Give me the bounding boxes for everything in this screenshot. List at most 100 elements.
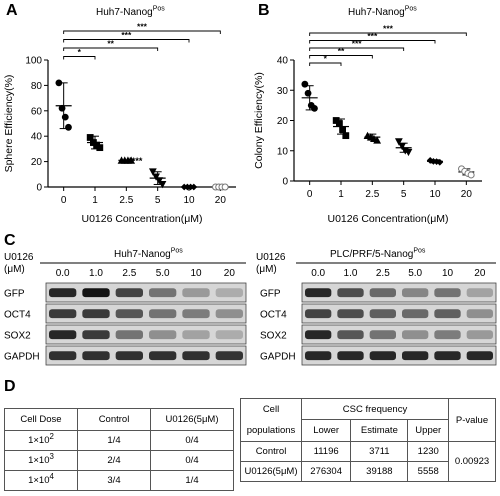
wb-left-band <box>215 351 243 361</box>
wb-right-band <box>402 330 429 340</box>
x-tick-label: 10 <box>183 195 195 206</box>
wb-right-conc-label: 10 <box>442 268 454 279</box>
wb-left-band <box>182 288 210 298</box>
data-point <box>394 138 403 146</box>
wb-right-band <box>337 288 364 298</box>
table-header-upper: Upper <box>407 419 449 442</box>
panel-letter-b: B <box>258 2 270 19</box>
wb-left-band <box>182 351 210 361</box>
csc-frequency-table: Cell populations CSC frequency P-value Lo… <box>240 398 496 482</box>
wb-right-protein-label: GFP <box>260 288 281 299</box>
x-tick-label: 0 <box>61 195 67 206</box>
y-tick-label: 40 <box>277 56 289 67</box>
table-header-control: Control <box>77 408 151 431</box>
table-cell-control: 3/4 <box>77 470 151 491</box>
wb-left-band <box>149 330 177 340</box>
data-point <box>65 123 72 131</box>
y-tick-label: 30 <box>277 86 289 97</box>
data-point <box>301 80 309 88</box>
wb-right-band <box>434 288 461 298</box>
wb-left-band <box>215 288 243 298</box>
data-point <box>86 134 94 141</box>
wb-right-blot-row <box>301 324 497 345</box>
table-header-estimate: Estimate <box>350 419 409 442</box>
wb-left-conc-label: 1.0 <box>89 268 103 279</box>
table-header-cell-populations: Cell populations <box>240 398 302 442</box>
wb-right-protein-label: SOX2 <box>260 330 287 341</box>
wb-right-protein-label: OCT4 <box>260 309 287 320</box>
table-cell-dose: 1×103 <box>4 450 78 471</box>
x-tick-label: 1 <box>338 189 344 200</box>
wb-left-blot-row <box>45 303 247 324</box>
wb-right-protein-label: GAPDH <box>260 351 296 362</box>
data-point <box>339 126 346 133</box>
table-cell-upper: 1230 <box>407 441 449 462</box>
wb-right-band <box>466 288 493 298</box>
wb-right-band <box>466 351 493 361</box>
y-tick-label: 40 <box>31 132 43 143</box>
wb-left-band <box>82 288 110 298</box>
table-header-p-value: P-value <box>448 398 496 442</box>
data-point <box>398 142 406 151</box>
wb-right-band <box>305 351 332 361</box>
significance-bracket <box>309 62 342 66</box>
x-axis-label: U0126 Concentration(μM) <box>327 213 448 225</box>
data-point <box>304 89 312 97</box>
wb-left-protein-label: GAPDH <box>4 351 40 362</box>
significance-label: *** <box>367 31 378 41</box>
wb-left-protein-label: GFP <box>4 288 25 299</box>
significance-bracket <box>309 32 467 36</box>
data-point <box>58 104 66 112</box>
wb-left-band <box>82 309 110 319</box>
y-tick-label: 10 <box>277 146 289 157</box>
wb-right-blot-row <box>301 282 497 303</box>
significance-label: *** <box>121 30 132 40</box>
wb-left-band <box>115 309 143 319</box>
x-tick-label: 2.5 <box>119 195 133 206</box>
wb-left-blot-row <box>45 324 247 345</box>
wb-right-conc-label: 20 <box>474 268 486 279</box>
table-cell-lower: 11196 <box>300 441 352 462</box>
table-cell-estimate: 3711 <box>350 441 409 462</box>
x-tick-label: 20 <box>215 195 227 206</box>
wb-left-protein-label: SOX2 <box>4 330 31 341</box>
chart-a-title: Huh7-NanogPos <box>96 5 165 18</box>
chart-a-sphere-efficiency: 0 20 40 60 80 100 0 1 2.5 5 10 20 U0126 Concentratio… <box>3 22 236 225</box>
x-axis-label: U0126 Concentration(μM) <box>81 213 202 225</box>
wb-left-u-label: U0126 (μM) <box>4 252 34 275</box>
wb-right-conc-label: 0.0 <box>311 268 325 279</box>
wb-right-band <box>369 309 396 319</box>
data-point <box>190 183 198 191</box>
table-header-csc-frequency: CSC frequency <box>301 398 449 420</box>
wb-left-band <box>149 309 177 319</box>
table-cell-dose: 1×104 <box>4 470 78 491</box>
chart-b-title: Huh7-NanogPos <box>348 5 417 18</box>
table-row: 1×102 1/4 0/4 <box>4 430 234 451</box>
wb-right-u-label: U0126 (μM) <box>256 252 286 275</box>
table-cell-upper: 5558 <box>407 461 449 482</box>
table-cell-u0126: 1/4 <box>150 470 234 491</box>
wb-right-band <box>337 351 364 361</box>
data-point <box>55 79 63 87</box>
data-point <box>221 183 229 191</box>
wb-right-title: PLC/PRF/5-NanogPos <box>330 247 426 260</box>
table-row: Control 11196 3711 1230 0.00923 <box>240 441 496 482</box>
wb-right-band <box>369 351 396 361</box>
wb-left-band <box>82 330 110 340</box>
data-point <box>127 156 136 164</box>
significance-bracket <box>63 39 190 43</box>
wb-left-band <box>49 330 77 340</box>
data-point <box>342 132 350 140</box>
significance-bracket <box>63 47 159 51</box>
wb-right-band <box>402 351 429 361</box>
data-point <box>158 181 167 189</box>
wb-right-conc-label: 5.0 <box>408 268 422 279</box>
western-blots: 0.0 1.0 2.5 5.0 10 20 GFP OCT4 SOX2 GAPDH 0.0 1.0 2… <box>4 262 497 366</box>
wb-left-conc-label: 20 <box>224 268 236 279</box>
wb-right-band <box>305 288 332 298</box>
wb-left-conc-label: 2.5 <box>122 268 136 279</box>
x-tick-label: 10 <box>429 189 441 200</box>
panel-letter-d: D <box>4 378 16 395</box>
significance-label: *** <box>137 22 148 32</box>
wb-right-band <box>337 330 364 340</box>
